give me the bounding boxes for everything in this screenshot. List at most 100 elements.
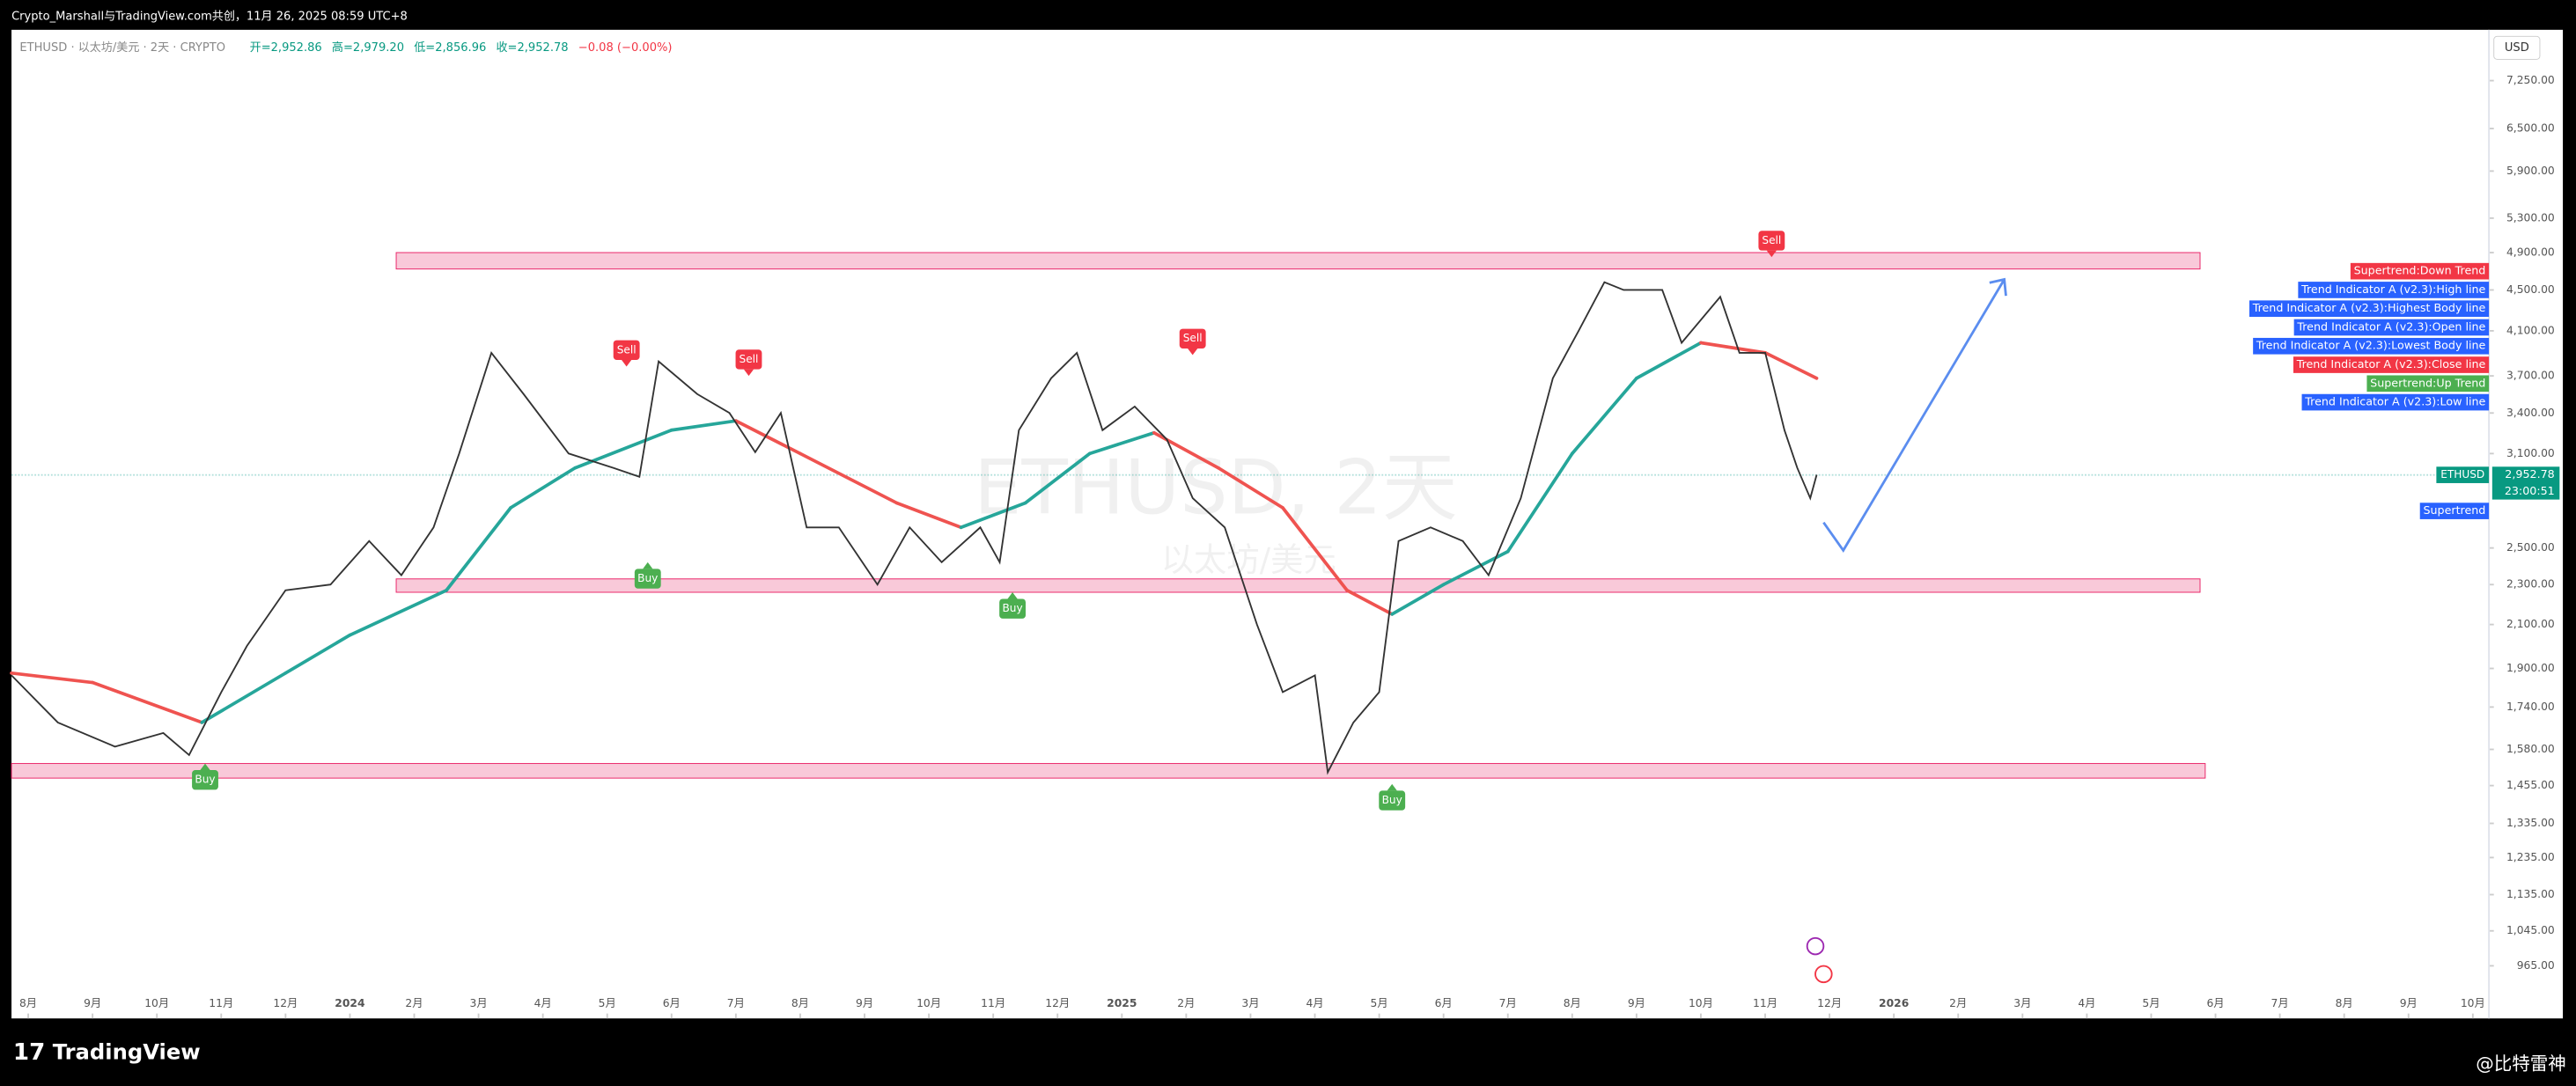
x-tick-label: 7月 xyxy=(1499,997,1517,1009)
ma-segment xyxy=(1281,506,1349,592)
y-tick-label: 1,335.00 xyxy=(2506,817,2555,829)
ma-segment xyxy=(959,501,1027,530)
signal-pointer xyxy=(1766,250,1777,258)
y-tick-label: 4,900.00 xyxy=(2506,246,2555,259)
y-tick-label: 4,100.00 xyxy=(2506,324,2555,336)
x-tick-label: 10月 xyxy=(2461,997,2485,1009)
ma-segment xyxy=(1390,583,1446,616)
price-tag xyxy=(2491,466,2560,500)
indicator-label: Supertrend:Down Trend xyxy=(2354,264,2486,277)
indicator-tag xyxy=(2366,375,2490,393)
logo-mark: 17 xyxy=(13,1039,45,1066)
indicator-label: Trend Indicator A (v2.3):Highest Body li… xyxy=(2252,301,2486,314)
x-tick-label: 6月 xyxy=(1435,997,1453,1009)
ohlc-value: 开=2,952.86 xyxy=(250,41,322,55)
indicator-tag xyxy=(2293,319,2490,336)
signal-box xyxy=(999,598,1027,619)
indicator-legend: Supertrend:Down Trend Trend Indicator A (… xyxy=(2248,262,2490,519)
x-tick-label: 7月 xyxy=(2271,997,2289,1009)
ma-segment xyxy=(509,466,578,510)
ma-segment xyxy=(1023,451,1092,505)
signal-box xyxy=(1179,328,1206,349)
signal-label: Buy xyxy=(1002,602,1022,614)
brand: TradingView xyxy=(53,1038,201,1064)
signal-box xyxy=(634,569,661,589)
signal-pointer xyxy=(1188,348,1198,356)
y-tick-label: 1,900.00 xyxy=(2506,662,2555,674)
event-icon[interactable] xyxy=(1814,965,1833,984)
x-tick-label: 6月 xyxy=(663,997,681,1009)
x-tick-label: 12月 xyxy=(1817,997,1842,1009)
ma-segment xyxy=(10,671,95,685)
x-tick-label: 2月 xyxy=(1949,997,1967,1009)
y-tick-label: 1,235.00 xyxy=(2506,851,2555,863)
currency-box[interactable] xyxy=(2493,35,2541,60)
signal-label: Buy xyxy=(195,774,215,786)
ma-segment xyxy=(894,501,963,530)
user-arrow xyxy=(1822,277,2007,553)
x-tick-label: 12月 xyxy=(1045,997,1070,1009)
ma-segment xyxy=(1087,430,1156,456)
y-tick-label: 3,700.00 xyxy=(2506,370,2555,382)
signal-pointer xyxy=(1007,591,1018,599)
plot: 7,250.00 6,500.00 5,900.00 5,300.00 4,900.00… xyxy=(10,74,2555,1019)
ohlc-value: 收=2,952.78 xyxy=(497,41,569,55)
x-tick-label: 7月 xyxy=(727,997,745,1009)
indicator-tag xyxy=(2298,282,2490,298)
ma-segment xyxy=(1570,376,1638,456)
ohlc-value: 高=2,979.20 xyxy=(332,40,404,55)
indicator-tag xyxy=(2293,356,2490,373)
y-tick-label: 6,500.00 xyxy=(2506,122,2555,135)
x-tick-label: 5月 xyxy=(599,997,616,1009)
indicator-label: Supertrend:Up Trend xyxy=(2370,376,2485,389)
signal-pointer xyxy=(200,763,210,771)
x-tick-label: 12月 xyxy=(273,997,298,1009)
x-tick-label: 10月 xyxy=(144,997,169,1009)
y-tick-label: 1,045.00 xyxy=(2506,924,2555,936)
ma-segment xyxy=(91,680,204,724)
signal: Buy xyxy=(999,591,1027,619)
x-tick-label: 3月 xyxy=(2013,997,2031,1009)
x-tick-label: 2024 xyxy=(335,997,364,1009)
signal: Sell xyxy=(1179,328,1206,356)
x-tick-label: 8月 xyxy=(791,997,809,1009)
signal: Buy xyxy=(1379,783,1406,811)
indicator-label: Trend Indicator A (v2.3):Lowest Body lin… xyxy=(2256,339,2486,352)
y-tick-label: 4,500.00 xyxy=(2506,283,2555,296)
indicator-label: Trend Indicator A (v2.3):Close line xyxy=(2296,357,2486,371)
signal-box xyxy=(192,770,218,790)
x-tick-label: 4月 xyxy=(1306,997,1323,1009)
x-tick-label: 6月 xyxy=(2206,997,2224,1009)
ma-segment xyxy=(445,506,512,592)
indicator-tag xyxy=(2301,393,2490,411)
y-tick-label: 7,250.00 xyxy=(2506,74,2555,86)
ohlc-value: −0.08 (−0.00%) xyxy=(578,41,673,55)
ma-segment xyxy=(1699,341,1767,355)
author: @比特雷神 xyxy=(2476,1053,2566,1074)
zone xyxy=(395,578,2201,593)
signal: Buy xyxy=(634,561,661,589)
ma-segment xyxy=(1505,451,1574,554)
ma-segment xyxy=(669,419,738,432)
y-tick-label: 2,300.00 xyxy=(2506,578,2555,591)
symbol: ETHUSD xyxy=(2440,468,2484,481)
x-tick-label: 2月 xyxy=(1177,997,1195,1009)
x-tick-label: 11月 xyxy=(981,997,1005,1009)
signal-label: Buy xyxy=(637,572,658,584)
x-tick-label: 9月 xyxy=(2400,997,2418,1009)
ma-segment xyxy=(200,671,288,724)
ma-segment xyxy=(799,451,899,505)
ma-segment xyxy=(1763,350,1819,380)
y-tick-label: 1,135.00 xyxy=(2506,888,2555,900)
x-tick-label: 3月 xyxy=(1241,997,1259,1009)
x-tick-label: 2月 xyxy=(405,997,423,1009)
last-price-label: 2,952.78 xyxy=(2505,467,2554,481)
x-tick-label: 4月 xyxy=(534,997,552,1009)
event-icon[interactable] xyxy=(1806,936,1825,956)
y-tick-label: 5,900.00 xyxy=(2506,165,2555,177)
symbol-tag xyxy=(2436,466,2490,483)
y-tick-label: 1,455.00 xyxy=(2506,779,2555,791)
signal-pointer xyxy=(643,561,653,569)
